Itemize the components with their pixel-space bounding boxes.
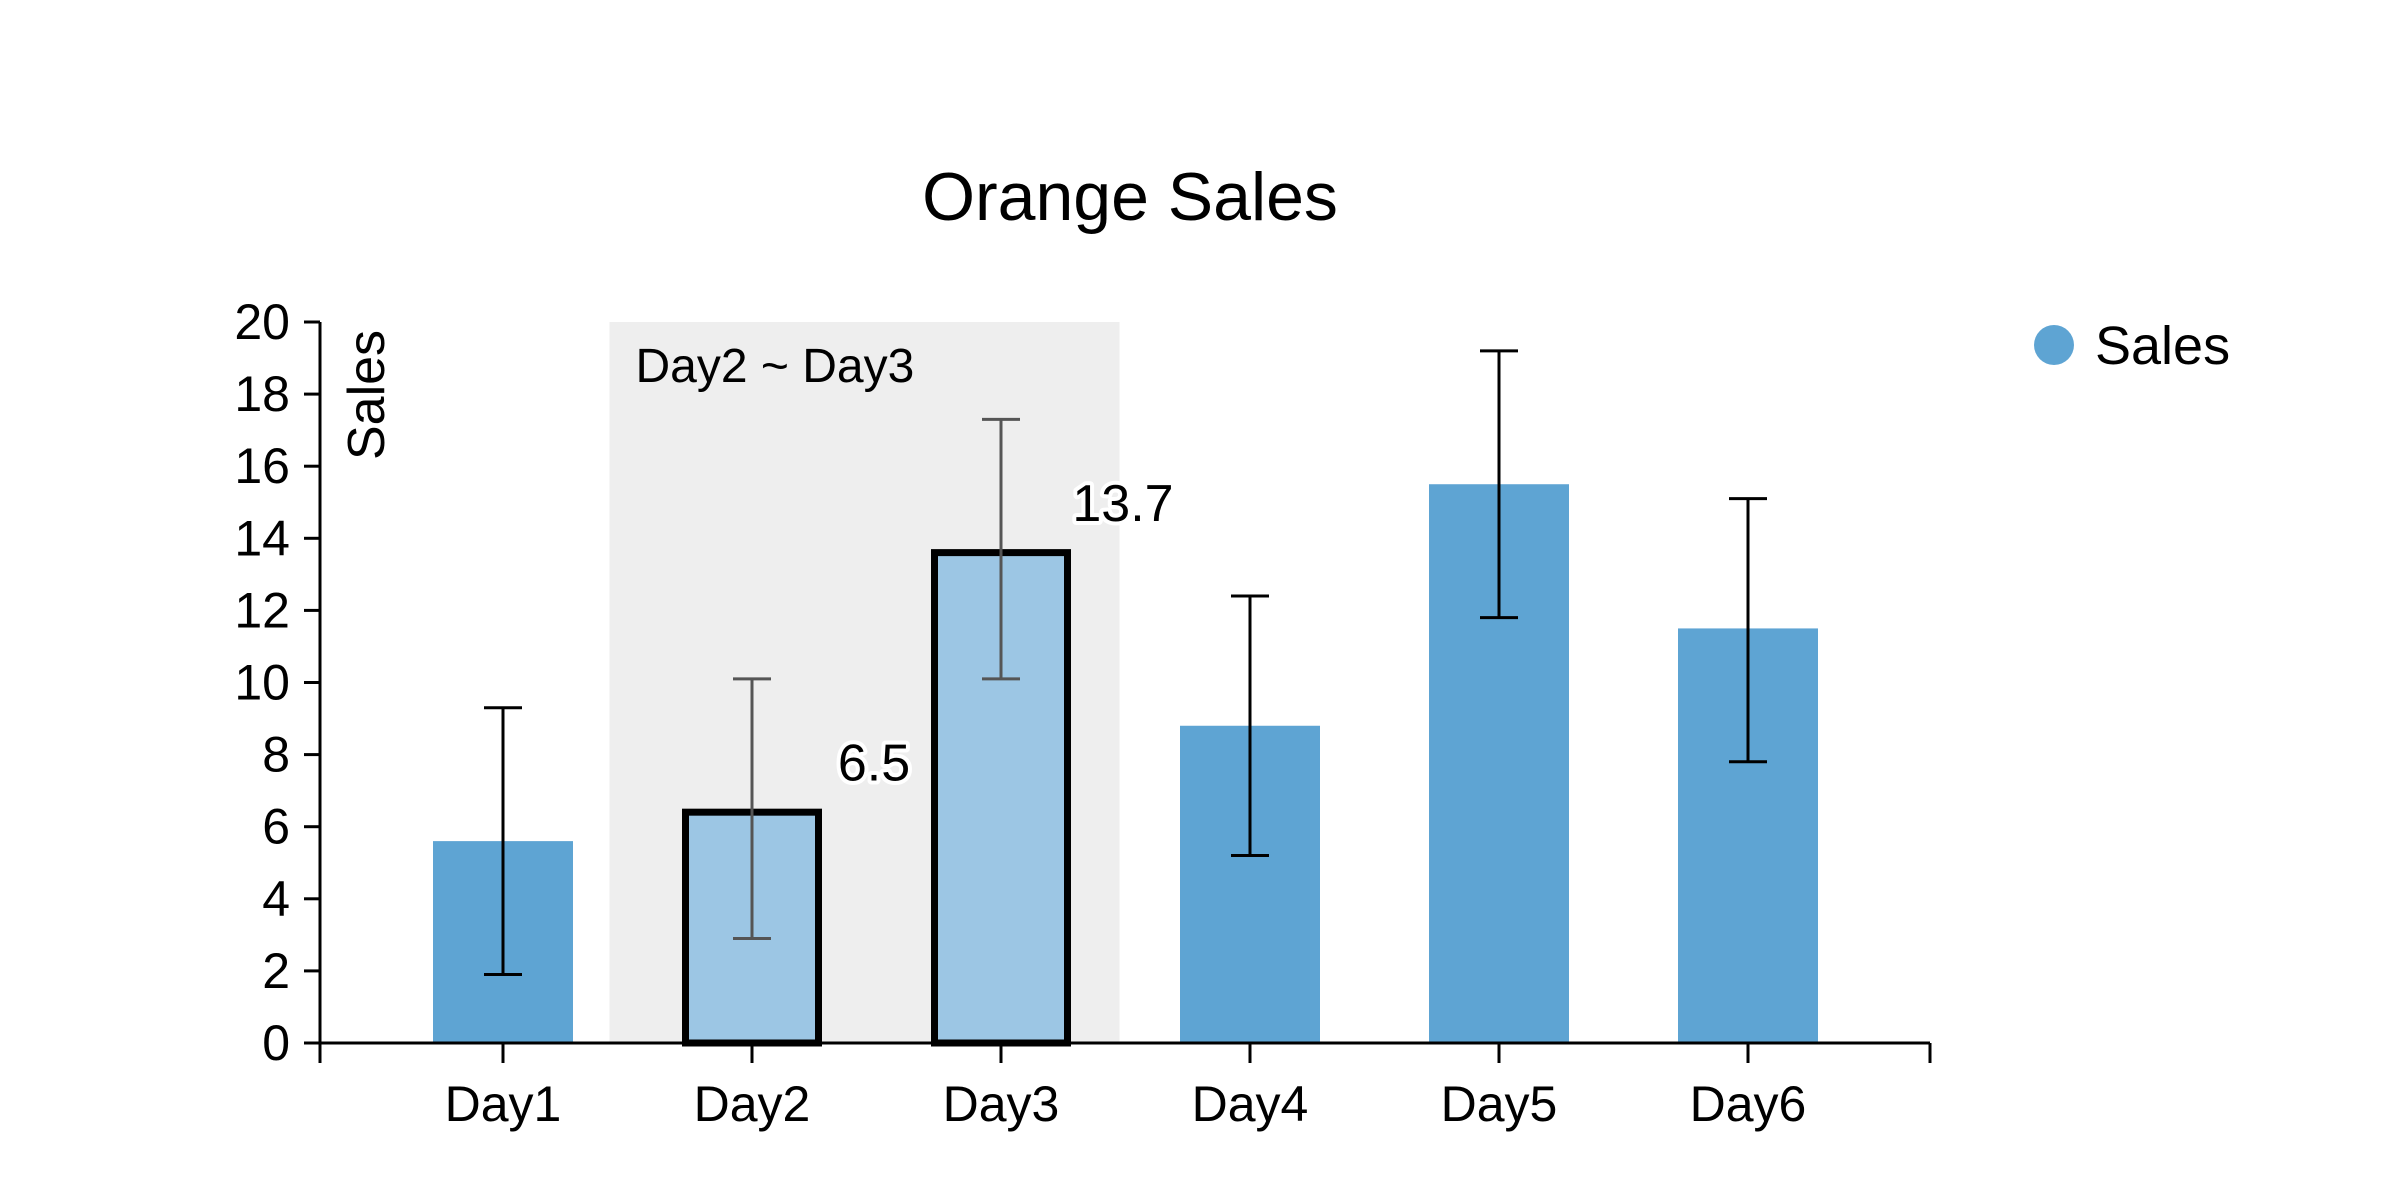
error-bars: [484, 349, 1767, 977]
legend: Sales: [2034, 316, 2230, 376]
y-tick-label: 10: [234, 655, 290, 711]
x-tick-label: Day4: [1192, 1076, 1309, 1132]
y-tick-label: 6: [262, 799, 290, 855]
chart-title: Orange Sales: [922, 159, 1338, 235]
x-tick-label: Day3: [943, 1076, 1060, 1132]
y-tick-label: 8: [262, 727, 290, 783]
error-bar-day6: [1729, 497, 1767, 764]
x-tick-label: Day1: [445, 1076, 562, 1132]
y-tick-label: 14: [234, 510, 290, 566]
error-bar-day3: [982, 417, 1020, 681]
y-tick-label: 16: [234, 438, 290, 494]
value-label-day2: 6.5: [838, 735, 910, 793]
x-tick-label: Day2: [694, 1076, 811, 1132]
error-bar-day2: [733, 677, 771, 940]
y-tick-label: 0: [262, 1015, 290, 1071]
y-tick-label: 2: [262, 943, 290, 999]
value-label-day3: 13.7: [1072, 475, 1173, 533]
legend-swatch: [2034, 325, 2074, 365]
y-tick-label: 18: [234, 366, 290, 422]
y-axis-label: Sales: [338, 330, 396, 460]
axes: 0 2 4 6 8 10 12 14 16 18 20 Day1 Day2 Day3 Day4 Day5 Day…: [234, 294, 1932, 1132]
error-bar-day4: [1231, 594, 1269, 858]
error-bar-day1: [484, 706, 522, 977]
y-tick-label: 20: [234, 294, 290, 350]
value-labels: 6.5 13.7: [834, 471, 1178, 797]
error-bar-day5: [1480, 349, 1518, 620]
y-tick-label: 4: [262, 871, 290, 927]
x-tick-label: Day6: [1690, 1076, 1807, 1132]
highlight-range-label: Day2 ~ Day3: [636, 340, 915, 393]
legend-entry-sales: Sales: [2095, 316, 2230, 376]
y-tick-label: 12: [234, 582, 290, 638]
x-tick-label: Day5: [1441, 1076, 1558, 1132]
